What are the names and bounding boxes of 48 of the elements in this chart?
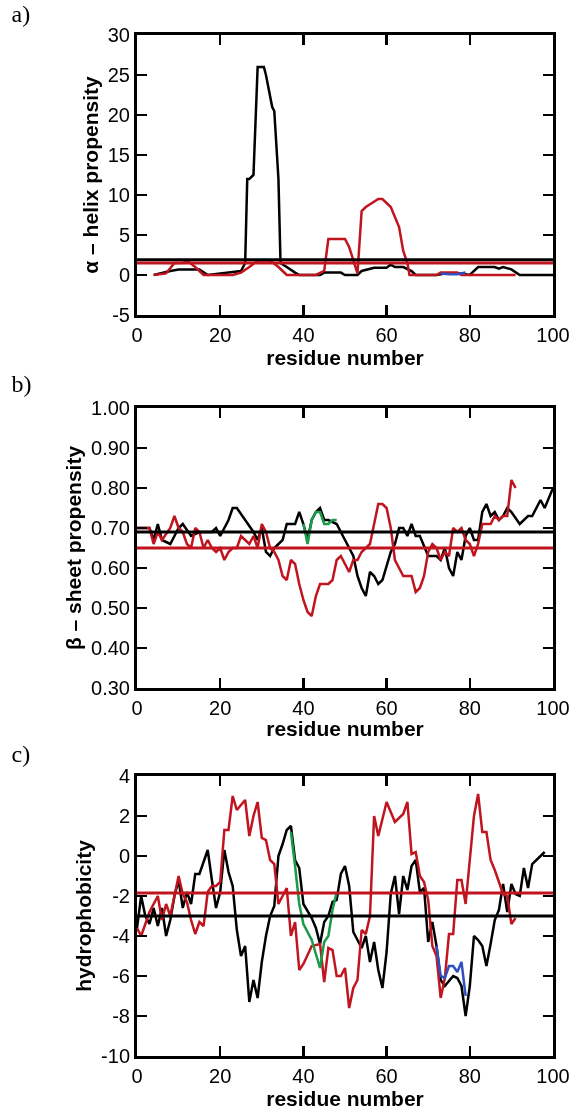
y-tick-label: 30 [107,24,130,46]
y-tick-label: 25 [107,64,130,86]
y-tick-label: 0.90 [91,437,130,459]
y-tick-label: -6 [112,965,130,987]
y-tick-label: 0 [118,264,130,286]
y-tick-label: 2 [118,805,130,827]
y-tick-label: 0.60 [91,557,130,579]
y-axis-title: α – helix propensity [78,76,102,274]
y-axis-title: β – sheet propensity [62,445,86,651]
x-tick-label: 100 [536,324,570,346]
y-tick-label: 5 [118,224,130,246]
y-tick-label: 4 [118,765,130,787]
y-axis-title: hydrophobicity [72,839,96,992]
y-tick-label: 1.00 [91,397,130,419]
y-tick-label: 0.30 [91,677,130,699]
x-axis-title: residue number [266,717,424,740]
chart-title: c) [11,741,31,768]
x-tick-label: 20 [209,697,232,719]
x-tick-label: 60 [375,697,398,719]
y-tick-label: 0 [118,845,130,867]
y-tick-label: 20 [107,104,130,126]
y-tick-label: 0.80 [91,477,130,499]
y-tick-label: -8 [112,1005,130,1027]
x-tick-label: 60 [375,324,398,346]
x-tick-label: 100 [536,1065,570,1087]
x-tick-label: 60 [375,1065,398,1087]
y-tick-label: 0.40 [91,637,130,659]
y-tick-label: -4 [112,925,130,947]
y-tick-label: 15 [107,144,130,166]
x-tick-label: 20 [209,1065,232,1087]
x-tick-label: 40 [292,1065,315,1087]
x-tick-label: 80 [458,1065,481,1087]
y-tick-label: -2 [112,885,130,907]
y-tick-label: -5 [112,304,130,326]
x-axis-title: residue number [266,346,424,369]
x-tick-label: 100 [536,697,570,719]
y-tick-label: 0.70 [91,517,130,539]
x-tick-label: 20 [209,324,232,346]
chart-title: b) [11,371,32,398]
x-tick-label: 80 [458,697,481,719]
x-tick-label: 40 [292,697,315,719]
y-tick-label: 0.50 [91,597,130,619]
x-tick-label: 80 [458,324,481,346]
x-axis-title: residue number [266,1087,424,1110]
y-tick-label: 10 [107,184,130,206]
chart-title: a) [11,1,31,28]
y-tick-label: -10 [101,1045,130,1067]
x-tick-label: 40 [292,324,315,346]
